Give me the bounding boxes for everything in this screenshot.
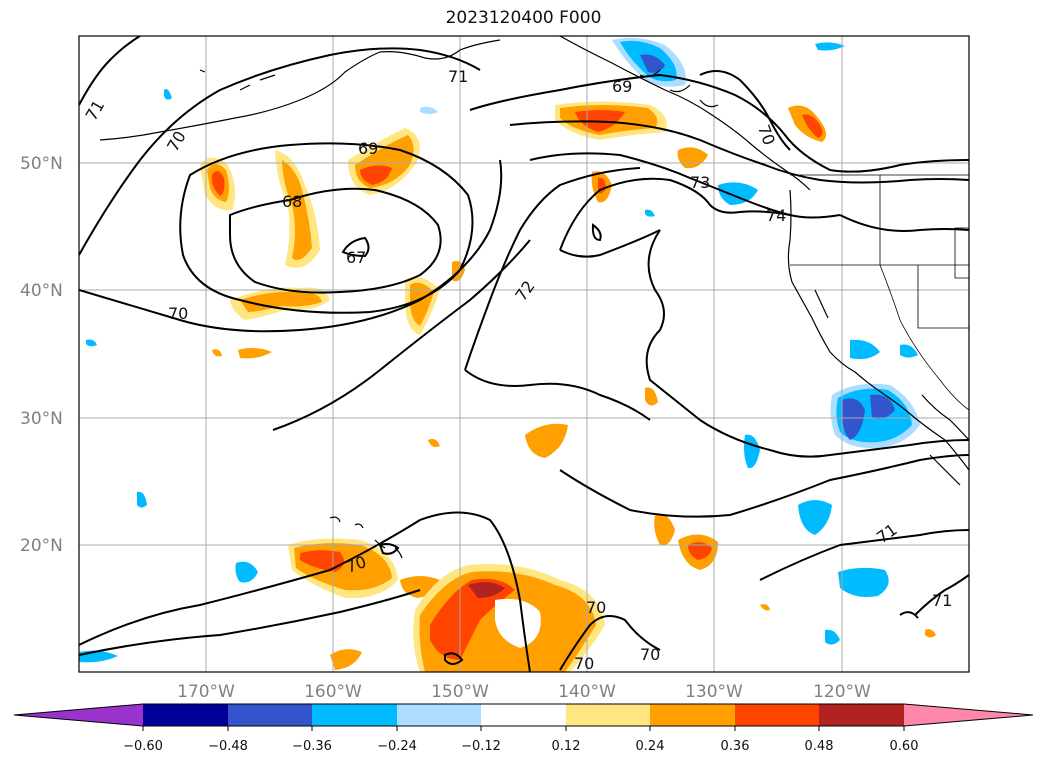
- colorbar-tick-label: 0.12: [552, 739, 581, 754]
- colorbar-over-arrow: [904, 704, 1033, 726]
- contour-label: 70: [640, 645, 660, 664]
- colorbar-tick-label: 0.60: [890, 739, 919, 754]
- colorbar-bin: [481, 704, 566, 726]
- contour-label: 73: [690, 173, 710, 192]
- lon-label-120w: 120°W: [813, 682, 871, 702]
- colorbar-bin: [819, 704, 904, 726]
- contour-label: 71: [82, 97, 109, 124]
- map-frame: [78, 35, 970, 673]
- map-area: [79, 36, 969, 672]
- colorbar: −0.60 −0.48 −0.36 −0.24 −0.12 0.12 0.24 …: [13, 703, 1034, 754]
- colorbar-bin: [312, 704, 397, 726]
- lon-label-130w: 130°W: [685, 682, 743, 702]
- contour-label: 69: [358, 139, 378, 158]
- colorbar-tick-label: −0.36: [292, 739, 332, 754]
- colorbar-bin: [228, 704, 312, 726]
- contour-label: 70: [574, 654, 594, 673]
- lon-label-150w: 150°W: [431, 682, 489, 702]
- cool-anomaly-fill: [79, 37, 920, 663]
- colorbar-tick-label: −0.60: [123, 739, 163, 754]
- colorbar-bin: [143, 704, 228, 726]
- contour-label: 70: [586, 598, 606, 617]
- colorbar-tick-label: 0.24: [636, 739, 665, 754]
- colorbar-bin: [735, 704, 819, 726]
- lon-label-140w: 140°W: [558, 682, 616, 702]
- colorbar-tick-label: 0.48: [805, 739, 834, 754]
- colorbar-under-arrow: [14, 704, 143, 726]
- gridlines: [79, 36, 969, 672]
- contour-label: 68: [282, 192, 302, 211]
- colorbar-bin: [650, 704, 735, 726]
- colorbar-tick-label: −0.48: [208, 739, 248, 754]
- height-contours: [79, 36, 969, 672]
- latitude-labels: 20°N 30°N 40°N 50°N: [20, 154, 63, 556]
- contour-label: 70: [168, 304, 188, 323]
- lon-label-170w: 170°W: [177, 682, 235, 702]
- colorbar-bin: [566, 704, 650, 726]
- colorbar-tick-label: −0.12: [461, 739, 501, 754]
- map-title: 2023120400 F000: [445, 8, 602, 28]
- contour-label: 72: [511, 277, 538, 305]
- lon-label-160w: 160°W: [304, 682, 362, 702]
- coastlines: [99, 36, 969, 559]
- lat-label-40n: 40°N: [20, 281, 63, 301]
- contour-label: 71: [873, 520, 901, 547]
- contour-label: 71: [932, 591, 952, 610]
- lat-label-20n: 20°N: [20, 536, 63, 556]
- contour-label: 71: [448, 67, 468, 86]
- contour-label: 74: [766, 206, 786, 225]
- contour-label: 70: [163, 128, 190, 155]
- contour-label: 69: [612, 77, 632, 96]
- contour-label: 67: [346, 248, 366, 267]
- colorbar-tick-label: 0.36: [721, 739, 750, 754]
- colorbar-tick-label: −0.24: [377, 739, 417, 754]
- colorbar-bin: [397, 704, 481, 726]
- warm-anomaly-fill: [200, 101, 936, 672]
- lat-label-50n: 50°N: [20, 154, 63, 174]
- contour-label: 70: [754, 122, 779, 148]
- lat-label-30n: 30°N: [20, 409, 63, 429]
- longitude-labels: 170°W 160°W 150°W 140°W 130°W 120°W: [177, 682, 871, 702]
